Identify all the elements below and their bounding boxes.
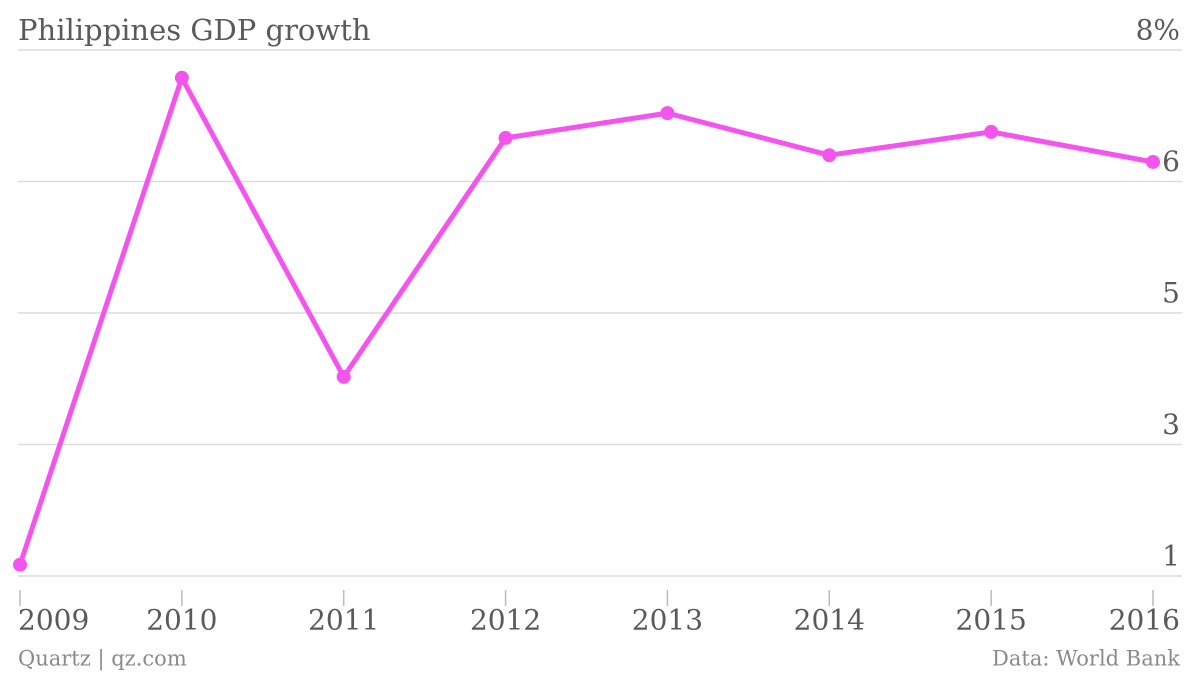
x-tick-label: 2014 <box>794 604 865 637</box>
x-tick-label: 2010 <box>146 604 217 637</box>
y-tick-label: 6 <box>1162 145 1180 178</box>
line <box>17 75 1154 566</box>
x-tick-label: 2015 <box>956 604 1027 637</box>
point <box>984 124 999 139</box>
y-tick-label: 5 <box>1162 277 1180 310</box>
credit: Data: World Bank <box>992 647 1180 671</box>
point <box>336 369 351 384</box>
y-tick-label: 1 <box>1162 540 1180 573</box>
chart-title: Philippines GDP growth <box>18 13 371 47</box>
source: Quartz | qz.com <box>18 647 187 672</box>
x-tick-label: 2009 <box>18 604 89 637</box>
point <box>660 106 675 121</box>
x-tick-label: 2016 <box>1109 604 1180 637</box>
x-tick-label: 2012 <box>470 604 541 637</box>
x-tick-label: 2011 <box>308 604 379 637</box>
point <box>174 70 189 85</box>
point <box>13 557 27 572</box>
point <box>822 148 837 163</box>
y-tick-label: 3 <box>1162 408 1180 441</box>
point <box>498 130 513 145</box>
y-tick-label: 8% <box>1136 14 1180 47</box>
point <box>1146 154 1160 169</box>
x-tick-label: 2013 <box>632 604 703 637</box>
